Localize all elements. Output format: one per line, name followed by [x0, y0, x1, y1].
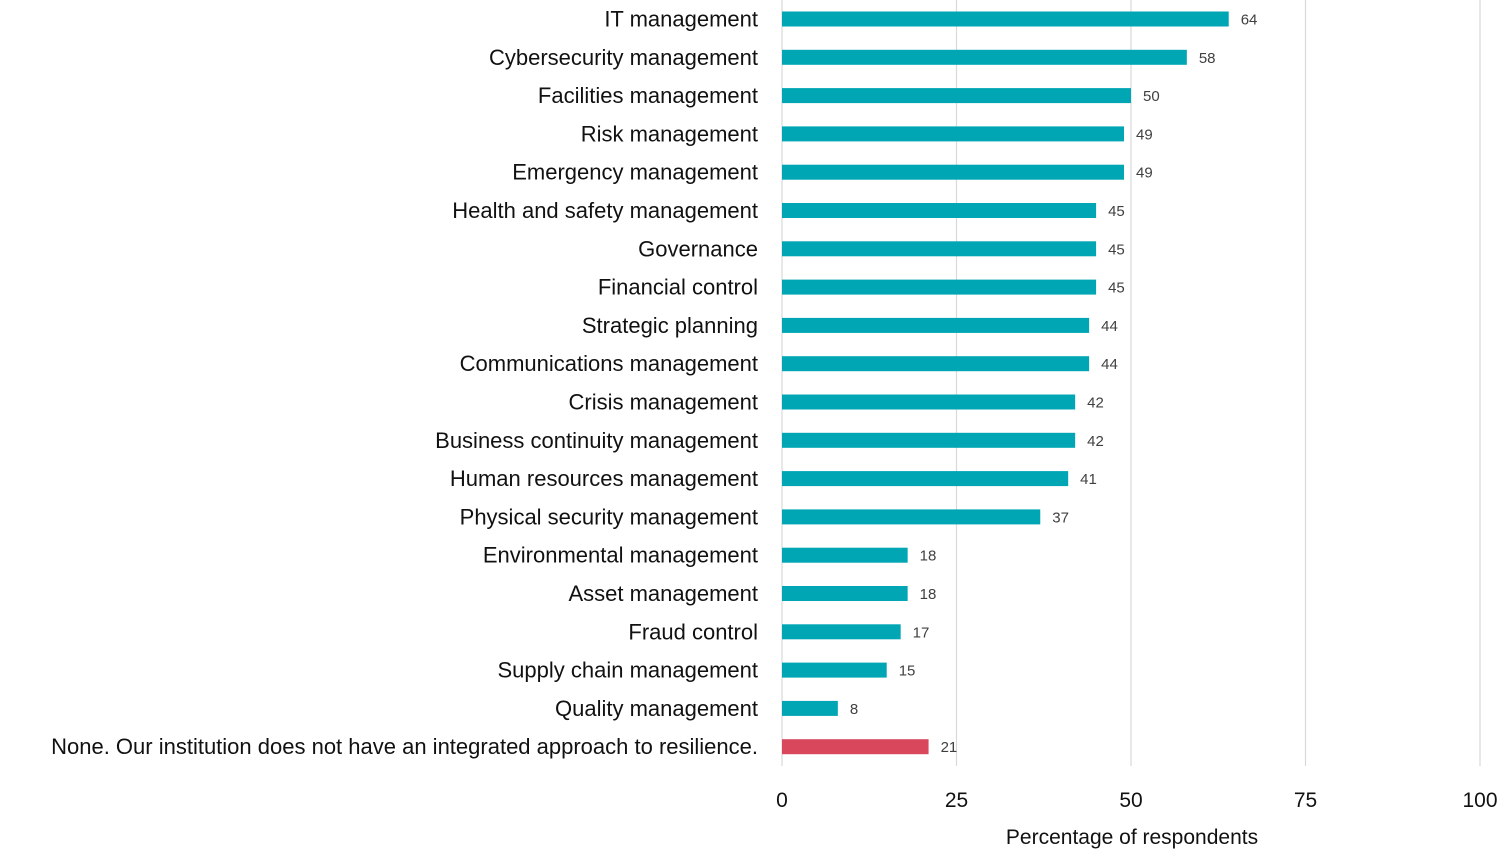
- category-label: Physical security management: [460, 504, 758, 529]
- data-label: 45: [1108, 203, 1125, 220]
- x-tick-label: 100: [1462, 789, 1497, 812]
- category-label: Quality management: [555, 696, 758, 721]
- value-labels: 64 58 50 49 49 45 45 45 44 44 42 42 41 37 18 18 17 15 8 21: [850, 12, 1258, 757]
- data-label: 8: [850, 701, 858, 718]
- data-label: 58: [1199, 50, 1216, 67]
- category-label: IT management: [604, 7, 758, 32]
- category-label: Financial control: [598, 275, 758, 300]
- category-label: Human resources management: [450, 466, 758, 491]
- data-label: 49: [1136, 165, 1153, 182]
- data-label: 18: [920, 548, 937, 565]
- category-labels: IT management Cybersecurity management Fac…: [51, 7, 758, 760]
- bar: [782, 547, 908, 563]
- category-label: None. Our institution does not have an i…: [51, 734, 758, 759]
- data-label: 49: [1136, 126, 1153, 143]
- data-label: 42: [1087, 395, 1104, 412]
- category-label: Communications management: [460, 351, 758, 376]
- category-label: Business continuity management: [435, 428, 758, 453]
- bar: [782, 164, 1125, 180]
- data-label: 17: [913, 624, 930, 641]
- x-tick-label: 75: [1294, 789, 1317, 812]
- x-tick-label: 0: [776, 789, 788, 812]
- x-axis-title: Percentage of respondents: [1006, 826, 1258, 849]
- data-label: 37: [1052, 509, 1069, 526]
- data-label: 18: [920, 586, 937, 603]
- bar: [782, 317, 1090, 333]
- category-label: Facilities management: [538, 83, 758, 108]
- bars: [782, 11, 1229, 755]
- bar: [782, 432, 1076, 448]
- bar: [782, 11, 1229, 27]
- bar: [782, 662, 887, 678]
- category-label: Fraud control: [628, 619, 758, 644]
- bar: [782, 49, 1187, 65]
- x-tick-label: 25: [945, 789, 968, 812]
- x-tick-labels: 0 25 50 75 100: [776, 789, 1497, 812]
- bar: [782, 624, 901, 640]
- bar: [782, 739, 929, 755]
- category-label: Health and safety management: [452, 198, 758, 223]
- bar: [782, 586, 908, 601]
- bar: [782, 88, 1131, 104]
- category-label: Emergency management: [512, 160, 758, 185]
- data-label: 50: [1143, 88, 1160, 105]
- data-label: 42: [1087, 433, 1104, 450]
- data-label: 21: [941, 739, 958, 756]
- data-label: 41: [1080, 471, 1097, 488]
- bar: [782, 700, 838, 716]
- bar: [782, 356, 1090, 372]
- data-label: 64: [1241, 12, 1258, 29]
- data-label: 45: [1108, 241, 1125, 258]
- category-label: Cybersecurity management: [489, 45, 758, 70]
- category-label: Asset management: [568, 581, 758, 606]
- gridlines: [781, 0, 1481, 766]
- category-label: Crisis management: [568, 390, 758, 415]
- category-label: Environmental management: [483, 543, 758, 568]
- category-label: Governance: [638, 236, 758, 261]
- data-label: 15: [899, 663, 916, 680]
- bar: [782, 394, 1076, 410]
- category-label: Supply chain management: [498, 658, 759, 683]
- x-tick-label: 50: [1119, 789, 1142, 812]
- bar: [782, 203, 1097, 218]
- data-label: 45: [1108, 280, 1125, 297]
- bar: [782, 126, 1125, 142]
- bar: [782, 509, 1041, 525]
- category-label: Risk management: [581, 121, 758, 146]
- data-label: 44: [1101, 356, 1118, 373]
- category-label: Strategic planning: [582, 313, 758, 338]
- data-label: 44: [1101, 318, 1118, 335]
- bar: [782, 241, 1097, 257]
- bar: [782, 471, 1069, 487]
- bar: [782, 279, 1097, 295]
